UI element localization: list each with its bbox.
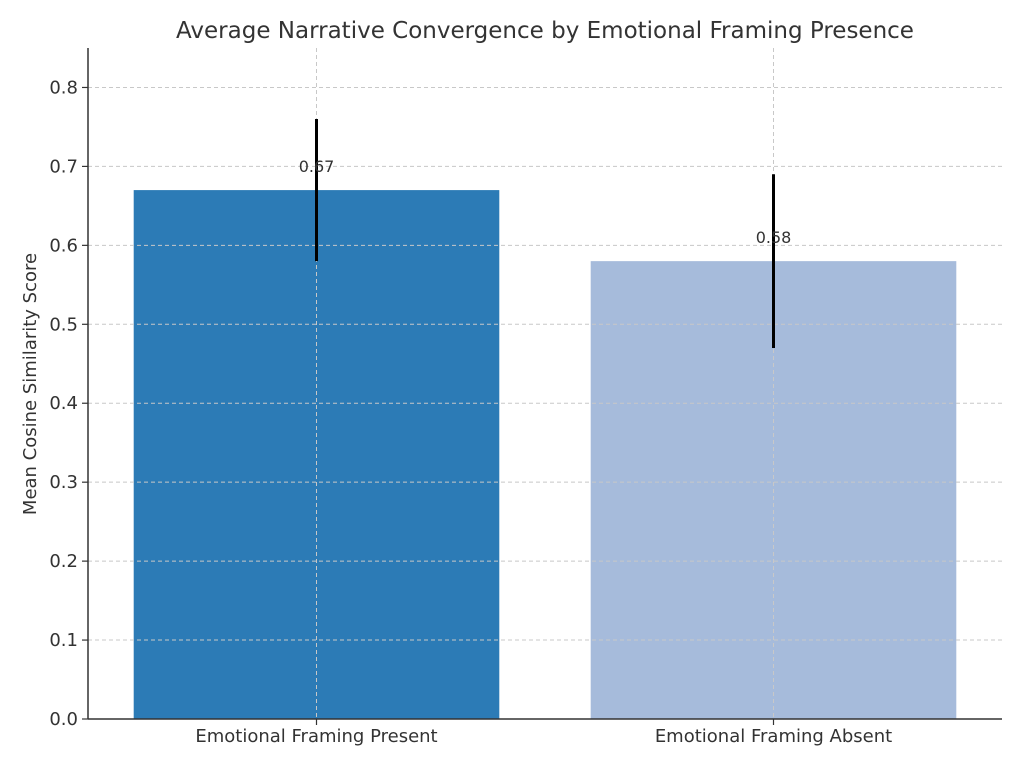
x-tick-label: Emotional Framing Present: [195, 726, 437, 747]
y-tick-label: 0.1: [49, 630, 78, 651]
y-axis-label: Mean Cosine Similarity Score: [20, 253, 41, 515]
error-bars: [315, 119, 775, 348]
labels: 0.0 0.1 0.2 0.3 0.4 0.5 0.6 0.7 0.8 Emotional Fra…: [49, 77, 892, 747]
x-tick-label: Emotional Framing Absent: [655, 726, 892, 747]
y-tick-label: 0.6: [49, 235, 78, 256]
y-tick-label: 0.0: [49, 709, 78, 730]
data-label: 0.67: [299, 157, 335, 176]
y-tick-label: 0.2: [49, 551, 78, 572]
grid-layer: [88, 48, 1002, 719]
y-tick-label: 0.4: [49, 393, 78, 414]
chart-title: Average Narrative Convergence by Emotion…: [176, 18, 914, 44]
y-tick-label: 0.5: [49, 314, 78, 335]
data-label: 0.58: [756, 228, 792, 247]
y-tick-label: 0.7: [49, 156, 78, 177]
axes: [82, 48, 1002, 725]
y-tick-label: 0.3: [49, 472, 78, 493]
y-tick-label: 0.8: [49, 77, 78, 98]
